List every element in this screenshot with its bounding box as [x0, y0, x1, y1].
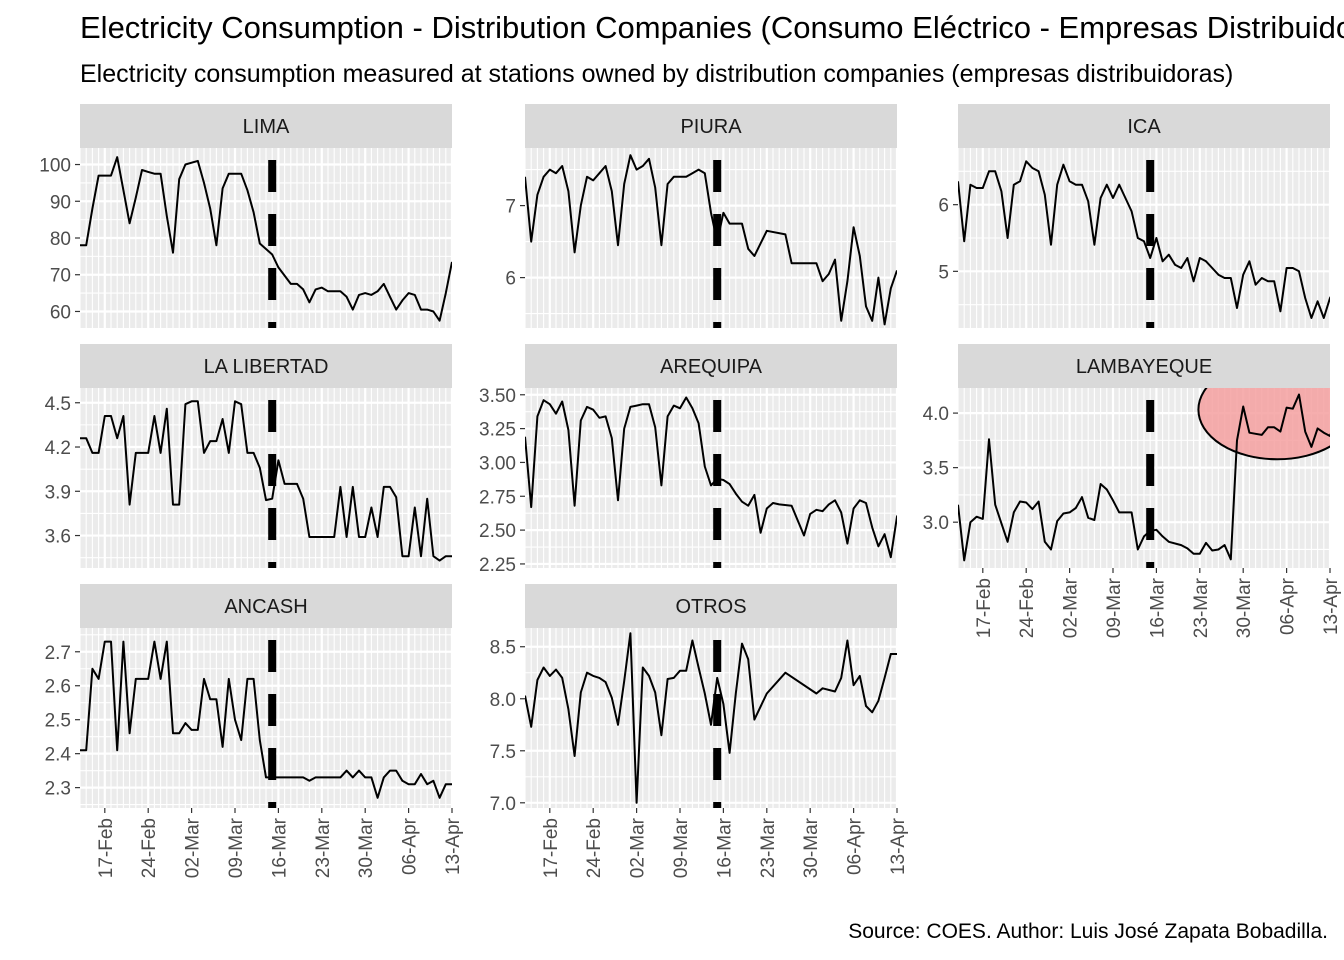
facet-label: LIMA [243, 116, 290, 138]
y-tick-label: 2.4 [45, 745, 72, 766]
y-tick-label: 80 [50, 229, 71, 250]
y-tick-label: 3.6 [45, 527, 71, 548]
x-tick-label: 06-Apr [1278, 577, 1299, 635]
x-tick-label: 24-Feb [584, 818, 605, 878]
series-line [958, 160, 1330, 319]
facet-label: LAMBAYEQUE [1076, 356, 1212, 378]
highlight-ellipse [1197, 388, 1330, 461]
y-tick-label: 8.5 [490, 638, 516, 659]
y-tick-label: 3.0 [923, 513, 949, 534]
x-tick-label: 02-Mar [1061, 577, 1082, 638]
x-tick-label: 23-Mar [758, 817, 779, 878]
series-line [958, 393, 1330, 562]
x-tick-label: 30-Mar [356, 817, 377, 878]
y-tick-label: 2.3 [45, 779, 71, 800]
x-tick-label: 23-Mar [313, 817, 334, 878]
chart-subtitle: Electricity consumption measured at stat… [80, 60, 1234, 88]
y-tick-label: 2.7 [45, 643, 71, 664]
y-tick-label: 2.5 [45, 711, 71, 732]
y-tick-label: 2.25 [479, 555, 516, 576]
x-tick-label: 16-Mar [714, 817, 735, 878]
y-tick-label: 4.0 [923, 404, 949, 425]
x-tick-label: 30-Mar [801, 817, 822, 878]
x-tick-label: 13-Apr [1321, 577, 1342, 635]
x-tick-label: 17-Feb [96, 818, 117, 878]
x-tick-label: 16-Mar [1147, 577, 1168, 638]
y-tick-label: 70 [50, 266, 71, 287]
x-tick-label: 16-Mar [269, 817, 290, 878]
x-tick-label: 30-Mar [1234, 577, 1255, 638]
series-line [525, 154, 897, 326]
series-line [80, 156, 452, 322]
y-tick-label: 5 [938, 262, 949, 283]
x-tick-label: 13-Apr [888, 817, 909, 875]
y-tick-label: 7.0 [490, 794, 516, 815]
x-tick-label: 02-Mar [628, 817, 649, 878]
facet-label: PIURA [680, 116, 742, 138]
x-tick-label: 17-Feb [541, 818, 562, 878]
x-tick-label: 13-Apr [443, 817, 464, 875]
y-tick-label: 4.5 [45, 394, 71, 415]
y-tick-label: 3.50 [479, 386, 516, 407]
facet-panel-ica: ICA 5 6 [938, 104, 1332, 328]
x-tick-label: 06-Apr [400, 817, 421, 875]
chart-title: Electricity Consumption - Distribution C… [80, 10, 1344, 45]
x-tick-label: 06-Apr [845, 817, 866, 875]
facet-label: ANCASH [224, 596, 307, 618]
y-tick-label: 100 [39, 156, 71, 177]
facet-panel-piura: PIURA 6 7 [505, 104, 899, 328]
series-line [525, 396, 897, 559]
y-tick-label: 2.6 [45, 677, 71, 698]
facet-strip [525, 104, 897, 148]
facet-panel-lima: LIMA 60 70 80 90 100 [39, 104, 454, 328]
facet-label: AREQUIPA [660, 356, 763, 378]
y-tick-label: 3.00 [479, 453, 516, 474]
x-tick-label: 09-Mar [671, 817, 692, 878]
y-tick-label: 90 [50, 192, 71, 213]
y-tick-label: 4.2 [45, 438, 71, 459]
y-tick-label: 7.5 [490, 742, 516, 763]
facet-panel-otros: OTROS 7.0 7.5 8.0 8.5 17-Feb 24-Feb 02-Mar 09-Ma… [490, 584, 909, 878]
y-tick-label: 3.5 [923, 459, 949, 480]
facet-strip [80, 584, 452, 628]
facet-panel-arequipa: AREQUIPA 2.25 2.50 2.75 3.00 3.25 3.50 [479, 344, 899, 576]
x-tick-label: 23-Mar [1191, 577, 1212, 638]
facet-panel-la-libertad: LA LIBERTAD 3.6 3.9 4.2 4.5 [45, 344, 454, 568]
facet-strip [958, 104, 1330, 148]
facet-panel-ancash: ANCASH 2.3 2.4 2.5 2.6 2.7 17-Feb 24-Feb 02-Mar 0… [45, 584, 464, 878]
x-tick-label: 24-Feb [139, 818, 160, 878]
x-tick-label: 09-Mar [226, 817, 247, 878]
x-tick-label: 17-Feb [974, 578, 995, 638]
x-tick-label: 09-Mar [1104, 577, 1125, 638]
facet-label: LA LIBERTAD [204, 356, 329, 378]
y-tick-label: 3.9 [45, 482, 71, 503]
x-tick-label: 24-Feb [1017, 578, 1038, 638]
series-line [525, 632, 897, 804]
facet-label: OTROS [675, 596, 746, 618]
y-tick-label: 6 [505, 269, 516, 290]
y-tick-label: 7 [505, 197, 516, 218]
facet-strip [958, 344, 1330, 388]
facet-label: ICA [1127, 116, 1161, 138]
series-line [80, 400, 452, 562]
y-tick-label: 2.50 [479, 521, 516, 542]
chart-caption: Source: COES. Author: Luis José Zapata B… [848, 920, 1328, 943]
facet-panel-lambayeque: LAMBAYEQUE 3.0 3.5 4.0 17-Feb 24-Feb 02-Mar 09-… [923, 344, 1342, 638]
y-tick-label: 8.0 [490, 690, 516, 711]
y-tick-label: 6 [938, 196, 949, 217]
facet-strip [525, 584, 897, 628]
facet-strip [525, 344, 897, 388]
y-tick-label: 2.75 [479, 487, 516, 508]
x-tick-label: 02-Mar [183, 817, 204, 878]
y-tick-label: 60 [50, 302, 71, 323]
y-tick-label: 3.25 [479, 420, 516, 441]
series-line [80, 640, 452, 799]
facet-strip [80, 104, 452, 148]
facet-strip [80, 344, 452, 388]
